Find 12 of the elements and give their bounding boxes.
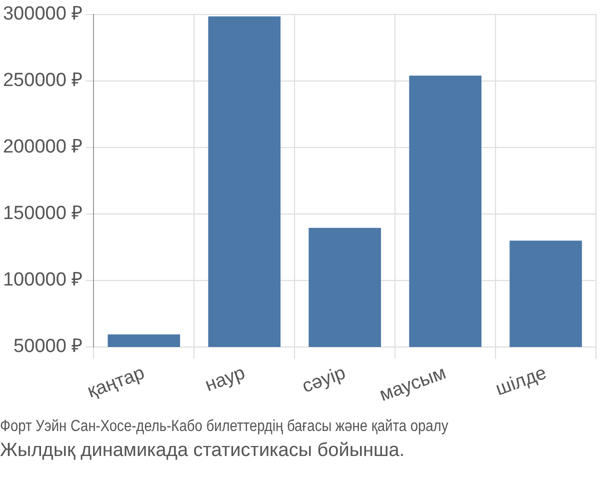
x-tick-label: наур xyxy=(202,362,248,396)
y-tick-label: 300000 ₽ xyxy=(2,4,83,25)
x-tick-label: қаңтар xyxy=(84,362,148,402)
y-tick-label: 200000 ₽ xyxy=(2,136,83,158)
y-tick-label: 50000 ₽ xyxy=(14,336,83,358)
text: Жылдық динамикада статистикасы бойынша. xyxy=(0,440,406,462)
x-tick-label: шілде xyxy=(493,362,550,400)
y-tick-label: 250000 ₽ xyxy=(2,70,83,92)
text: Форт Уэйн Сан-Хосе-дель-Кабо билеттердің бағасы және қайта оралу xyxy=(0,418,450,436)
x-tick-label: сәуір xyxy=(300,362,348,398)
y-tick-label: 100000 ₽ xyxy=(2,270,83,291)
y-tick-label: 150000 ₽ xyxy=(2,203,83,224)
